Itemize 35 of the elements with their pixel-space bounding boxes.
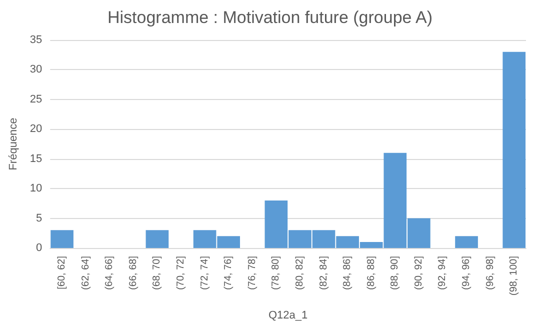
- x-tick-label: (78, 80]: [270, 256, 282, 290]
- y-tick-label: 25: [30, 93, 42, 106]
- x-tick-label: (92, 94]: [437, 256, 448, 290]
- y-axis-title: Fréquence: [8, 118, 20, 170]
- x-tick-label: (72, 74]: [199, 256, 210, 290]
- y-tick-label: 15: [30, 152, 42, 165]
- x-tick-label: (64, 66]: [104, 256, 116, 290]
- x-tick-label: (84, 86]: [342, 256, 354, 290]
- x-tick-label: (98, 100]: [508, 256, 520, 296]
- bar: [502, 52, 526, 248]
- x-tick-label: (86, 88]: [366, 256, 377, 290]
- x-tick-label: (96, 98]: [484, 256, 496, 290]
- x-tick-label: (90, 92]: [413, 256, 424, 290]
- y-tick-label: 30: [30, 64, 42, 76]
- x-tick-label: (88, 90]: [390, 256, 401, 290]
- x-tick-label: (70, 72]: [176, 256, 186, 290]
- x-tick-label: (76, 78]: [246, 256, 258, 290]
- bar: [455, 236, 478, 248]
- y-tick-label: 10: [30, 182, 42, 195]
- x-tick-label: [60, 62]: [56, 256, 68, 290]
- y-tick-label: 35: [30, 34, 42, 46]
- x-tick-label: (94, 96]: [461, 256, 472, 290]
- x-axis-title: Q12a_1: [268, 310, 308, 322]
- x-tick-label: (74, 76]: [223, 256, 234, 290]
- y-tick-label: 0: [36, 242, 42, 254]
- bar: [50, 230, 74, 248]
- chart-title: Histogramme : Motivation future (groupe A): [107, 8, 433, 27]
- x-tick-label: (80, 82]: [294, 256, 306, 290]
- x-tick-label: (82, 84]: [318, 256, 330, 290]
- y-tick-label: 5: [36, 212, 42, 224]
- x-tick-label: (68, 70]: [152, 256, 163, 290]
- x-tick-label: (62, 64]: [80, 256, 92, 290]
- bar: [146, 230, 169, 248]
- x-tick-label: (66, 68]: [128, 256, 139, 290]
- y-tick-label: 20: [30, 123, 42, 136]
